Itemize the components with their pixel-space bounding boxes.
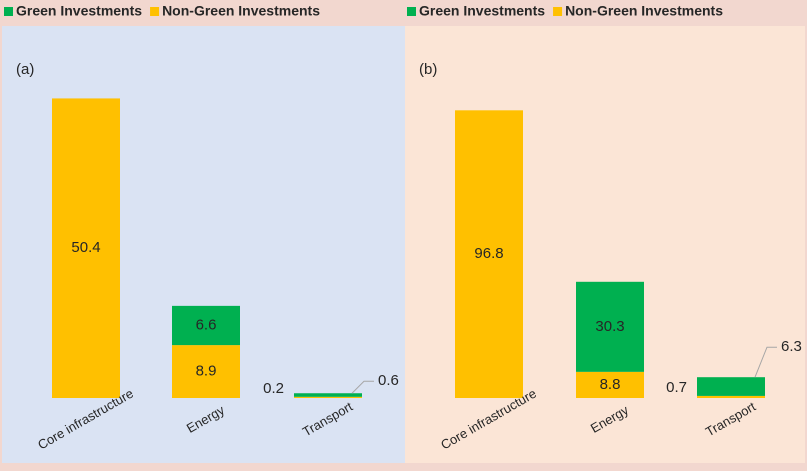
data-label: 96.8 (474, 245, 503, 262)
legend-swatch (4, 7, 13, 16)
panel-title: (b) (419, 61, 437, 78)
data-label: 50.4 (71, 239, 100, 256)
data-label: 0.7 (666, 379, 687, 396)
data-label: 0.6 (378, 372, 399, 389)
legend-label: Non-Green Investments (565, 3, 723, 19)
data-label: 6.3 (781, 338, 802, 355)
data-label: 8.9 (196, 363, 217, 380)
legend-swatch (407, 7, 416, 16)
leader-line (754, 346, 777, 378)
bar-segment (52, 98, 120, 398)
leader-line (351, 380, 374, 394)
bar-segment (294, 396, 362, 398)
bar-segment (697, 377, 765, 396)
bar-segment (172, 305, 240, 346)
legend-swatch (553, 7, 563, 16)
data-label: 0.2 (263, 380, 284, 397)
panel-title: (a) (16, 61, 34, 78)
data-label: 30.3 (595, 318, 624, 335)
legend-label: Green Investments (419, 3, 545, 19)
bar-segment (455, 110, 523, 398)
data-label: 8.8 (600, 376, 621, 393)
bar-segment (294, 393, 362, 397)
bar-segment (697, 395, 765, 398)
data-label: 6.6 (196, 316, 217, 333)
bar-segment (576, 281, 644, 372)
legend-label: Non-Green Investments (162, 3, 320, 19)
legend-label: Green Investments (16, 3, 142, 19)
legend-swatch (150, 7, 160, 16)
bar-segment (172, 345, 240, 398)
bar-segment (576, 371, 644, 398)
